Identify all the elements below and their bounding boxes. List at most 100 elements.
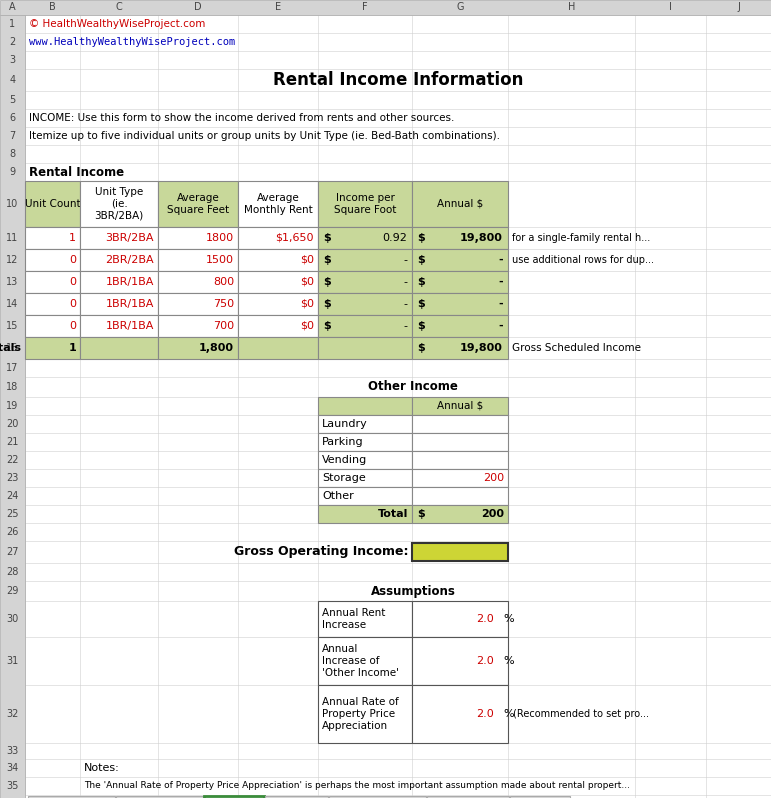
Text: 1500: 1500 xyxy=(206,255,234,265)
Text: Other: Other xyxy=(322,491,354,501)
Bar xyxy=(25,337,80,359)
Text: 19,800: 19,800 xyxy=(460,233,503,243)
Bar xyxy=(412,181,508,227)
Text: 2.0: 2.0 xyxy=(476,614,494,624)
Bar xyxy=(80,315,158,337)
Bar xyxy=(412,637,508,685)
Bar xyxy=(412,543,508,561)
Bar xyxy=(204,796,264,798)
Bar xyxy=(238,293,318,315)
Text: $: $ xyxy=(323,299,331,309)
Bar xyxy=(318,315,412,337)
Text: 0.92: 0.92 xyxy=(382,233,407,243)
Bar xyxy=(318,685,412,743)
Bar xyxy=(412,505,508,523)
Bar xyxy=(265,796,328,798)
Text: $: $ xyxy=(323,277,331,287)
Text: $: $ xyxy=(417,299,425,309)
Text: Storage: Storage xyxy=(322,473,365,483)
Text: 0: 0 xyxy=(69,255,76,265)
Bar xyxy=(25,271,80,293)
Bar xyxy=(158,271,238,293)
Bar xyxy=(412,271,508,293)
Text: 11: 11 xyxy=(6,233,19,243)
Bar xyxy=(158,181,238,227)
Text: Annual $: Annual $ xyxy=(437,401,483,411)
Text: Other Income: Other Income xyxy=(368,381,458,393)
Text: 28: 28 xyxy=(6,567,19,577)
Text: -: - xyxy=(403,255,407,265)
Bar xyxy=(238,315,318,337)
Bar xyxy=(412,397,508,415)
Text: 13: 13 xyxy=(6,277,19,287)
Bar xyxy=(412,487,508,505)
Bar xyxy=(412,293,508,315)
Text: 1BR/1BA: 1BR/1BA xyxy=(106,277,154,287)
Text: 1: 1 xyxy=(69,233,76,243)
Bar xyxy=(318,505,412,523)
Text: $: $ xyxy=(323,255,331,265)
Text: A: A xyxy=(9,2,16,13)
Bar xyxy=(318,433,412,451)
Text: -: - xyxy=(403,321,407,331)
Bar xyxy=(318,637,412,685)
Text: $: $ xyxy=(323,321,331,331)
Text: 23: 23 xyxy=(6,473,19,483)
Bar xyxy=(318,249,412,271)
Bar xyxy=(318,469,412,487)
Text: $0: $0 xyxy=(300,321,314,331)
Text: Unit Count: Unit Count xyxy=(25,199,80,209)
Bar xyxy=(412,315,508,337)
Bar xyxy=(25,293,80,315)
Text: 20: 20 xyxy=(6,419,19,429)
Text: $0: $0 xyxy=(300,299,314,309)
Text: %: % xyxy=(503,656,513,666)
Bar xyxy=(28,796,115,798)
Text: I: I xyxy=(669,2,672,13)
Text: INCOME: Use this form to show the income derived from rents and other sources.: INCOME: Use this form to show the income… xyxy=(29,113,454,123)
Text: -: - xyxy=(498,321,503,331)
Bar xyxy=(412,227,508,249)
Text: 10: 10 xyxy=(6,199,19,209)
Text: -: - xyxy=(498,299,503,309)
Bar xyxy=(238,249,318,271)
Text: 4: 4 xyxy=(9,75,15,85)
Text: 9: 9 xyxy=(9,167,15,177)
Text: www.HealthyWealthyWiseProject.com: www.HealthyWealthyWiseProject.com xyxy=(29,37,235,47)
Text: 18: 18 xyxy=(6,382,19,392)
Text: 24: 24 xyxy=(6,491,19,501)
Text: (Recommended to set pro...: (Recommended to set pro... xyxy=(513,709,649,719)
Text: $1,650: $1,650 xyxy=(275,233,314,243)
Text: 1,800: 1,800 xyxy=(199,343,234,353)
Text: 0: 0 xyxy=(69,277,76,287)
Bar xyxy=(25,181,80,227)
Bar xyxy=(80,337,158,359)
Bar xyxy=(238,227,318,249)
Text: 30: 30 xyxy=(6,614,19,624)
Text: B: B xyxy=(49,2,56,13)
Text: 27: 27 xyxy=(6,547,19,557)
Bar xyxy=(329,796,426,798)
Text: 1BR/1BA: 1BR/1BA xyxy=(106,321,154,331)
Bar xyxy=(158,337,238,359)
Text: use additional rows for dup...: use additional rows for dup... xyxy=(512,255,654,265)
Text: 17: 17 xyxy=(6,363,19,373)
Text: Annual
Increase of
'Other Income': Annual Increase of 'Other Income' xyxy=(322,645,399,678)
Text: $0: $0 xyxy=(300,255,314,265)
Bar xyxy=(412,337,508,359)
Text: for a single-family rental h...: for a single-family rental h... xyxy=(512,233,650,243)
Bar xyxy=(412,601,508,637)
Text: E: E xyxy=(275,2,281,13)
Text: 8: 8 xyxy=(9,149,15,159)
Text: Annual Rent
Increase: Annual Rent Increase xyxy=(322,608,386,630)
Text: 2.0: 2.0 xyxy=(476,656,494,666)
Bar xyxy=(412,433,508,451)
Text: © HealthWealthyWiseProject.com: © HealthWealthyWiseProject.com xyxy=(29,19,205,29)
Bar xyxy=(80,271,158,293)
Text: 3: 3 xyxy=(9,55,15,65)
Text: 800: 800 xyxy=(213,277,234,287)
Text: 29: 29 xyxy=(6,586,19,596)
Bar xyxy=(158,293,238,315)
Text: $: $ xyxy=(323,233,331,243)
Text: $: $ xyxy=(417,255,425,265)
